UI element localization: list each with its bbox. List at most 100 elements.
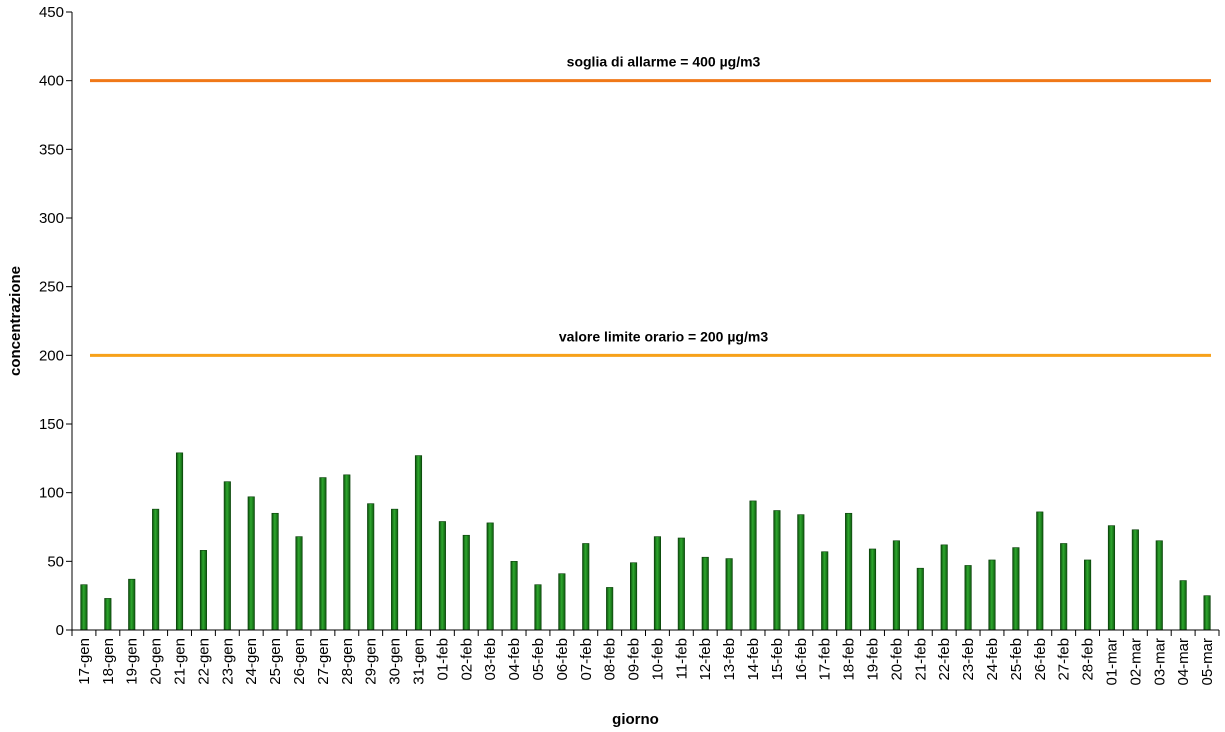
bar [582, 543, 590, 631]
x-tick-label: 22-gen [195, 638, 212, 685]
x-tick-label: 24-gen [243, 638, 260, 685]
bar [988, 559, 996, 631]
x-tick-label: 18-gen [100, 638, 117, 685]
x-tick-label: 13-feb [721, 638, 738, 681]
bar [868, 548, 877, 631]
reference-lines: soglia di allarme = 400 µg/m3 valore limi… [90, 54, 1211, 357]
x-tick-label: 05-mar [1199, 638, 1216, 686]
x-tick-label: 25-feb [1008, 638, 1025, 681]
x-tick-label: 24-feb [984, 638, 1001, 681]
x-tick-label: 16-feb [793, 638, 810, 681]
bar [175, 452, 184, 631]
x-axis-ticks: 17-gen 18-gen 19-gen 20-gen 21-gen 22-gen 23-g… [71, 630, 1220, 686]
bar [606, 587, 614, 631]
reference-line-label: valore limite orario = 200 µg/m3 [559, 328, 768, 344]
bar [630, 562, 638, 631]
bar [964, 565, 972, 631]
y-tick-label: 250 [39, 279, 64, 296]
bar [1060, 543, 1068, 631]
bar [845, 512, 853, 631]
bar [414, 455, 423, 631]
bar [199, 550, 207, 631]
bar [343, 474, 351, 631]
bar [749, 500, 757, 631]
x-tick-label: 02-mar [1127, 638, 1144, 686]
bar [295, 536, 303, 631]
x-tick-label: 15-feb [769, 638, 786, 681]
x-axis-title: giorno [612, 711, 659, 728]
x-tick-label: 01-mar [1103, 638, 1120, 686]
x-tick-label: 17-feb [817, 638, 834, 681]
x-tick-label: 02-feb [458, 638, 475, 681]
x-tick-label: 26-feb [1032, 638, 1049, 681]
y-tick-label: 300 [39, 210, 64, 227]
bar [940, 544, 948, 631]
bar [773, 510, 781, 631]
bar [391, 508, 399, 631]
bar [438, 521, 446, 631]
x-tick-label: 27-gen [315, 638, 332, 685]
x-tick-label: 28-feb [1080, 638, 1097, 681]
bar [462, 534, 470, 631]
x-tick-label: 26-gen [291, 638, 308, 685]
x-tick-label: 06-feb [554, 638, 571, 681]
bar [1131, 529, 1139, 631]
bar [1012, 547, 1020, 631]
x-tick-label: 27-feb [1056, 638, 1073, 681]
y-tick-label: 200 [39, 347, 64, 364]
x-tick-label: 25-gen [267, 638, 284, 685]
x-tick-label: 19-feb [865, 638, 882, 681]
bar [1107, 525, 1116, 631]
bar [1179, 580, 1187, 631]
bar [821, 551, 829, 631]
bar [1155, 540, 1163, 631]
bar [247, 496, 255, 631]
bar [152, 508, 160, 631]
bar [128, 578, 136, 631]
bar [916, 567, 924, 631]
x-tick-label: 18-feb [841, 638, 858, 681]
bar [558, 573, 566, 631]
y-tick-label: 350 [39, 141, 64, 158]
y-tick-label: 0 [56, 622, 64, 639]
bar [701, 556, 709, 631]
x-tick-label: 14-feb [745, 638, 762, 681]
x-tick-label: 22-feb [936, 638, 953, 681]
x-tick-label: 17-gen [76, 638, 93, 685]
y-tick-label: 400 [39, 73, 64, 90]
bar [1203, 595, 1211, 631]
x-tick-label: 04-feb [506, 638, 523, 681]
bar [367, 503, 375, 631]
bar [534, 584, 542, 631]
x-tick-label: 19-gen [124, 638, 141, 685]
x-tick-label: 03-feb [482, 638, 499, 681]
bar [223, 481, 231, 631]
x-tick-label: 08-feb [602, 638, 619, 681]
y-tick-label: 450 [39, 4, 64, 21]
bar [1084, 559, 1092, 631]
x-tick-label: 20-feb [888, 638, 905, 681]
reference-line-label: soglia di allarme = 400 µg/m3 [567, 54, 761, 70]
y-axis-title: concentrazione [7, 266, 24, 376]
x-tick-label: 30-gen [387, 638, 404, 685]
x-tick-label: 07-feb [578, 638, 595, 681]
x-tick-label: 03-mar [1151, 638, 1168, 686]
bar [892, 540, 900, 631]
x-tick-label: 05-feb [530, 638, 547, 681]
x-tick-label: 29-gen [363, 638, 380, 685]
bar [271, 512, 279, 631]
x-tick-label: 12-feb [697, 638, 714, 681]
y-tick-label: 150 [39, 416, 64, 433]
bar [104, 598, 112, 631]
bar [1036, 511, 1044, 631]
y-axis-ticks: 0 50 100 150 200 250 300 350 400 450 [39, 4, 72, 639]
x-tick-label: 10-feb [649, 638, 666, 681]
x-tick-label: 04-mar [1175, 638, 1192, 686]
x-tick-label: 31-gen [410, 638, 427, 685]
x-tick-label: 09-feb [626, 638, 643, 681]
x-tick-label: 23-feb [960, 638, 977, 681]
x-tick-label: 21-feb [912, 638, 929, 681]
y-tick-label: 100 [39, 485, 64, 502]
